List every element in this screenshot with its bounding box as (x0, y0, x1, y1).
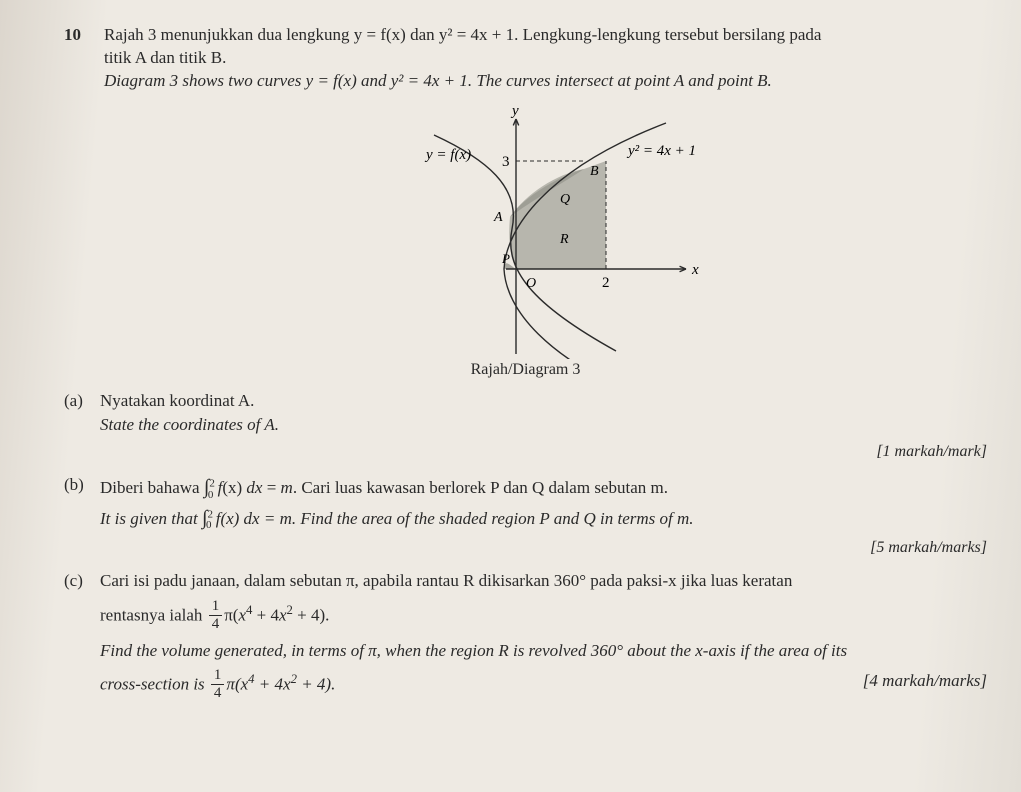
part-a-label: (a) (64, 389, 90, 463)
part-c: (c) Cari isi padu janaan, dalam sebutan … (64, 569, 987, 702)
part-a-ms: Nyatakan koordinat A. (100, 389, 987, 414)
part-c-en-2: cross-section is 14π(x4 + 4x2 + 4). [4 m… (100, 669, 987, 702)
part-b-marks: [5 markah/marks] (100, 536, 987, 559)
part-b-label: (b) (64, 473, 90, 559)
intro-ms-line1: Rajah 3 menunjukkan dua lengkung y = f(x… (104, 24, 987, 47)
diagram-caption: Rajah/Diagram 3 (471, 361, 581, 379)
part-b-en: It is given that ∫20 f(x) dx = m. Find t… (100, 504, 987, 534)
question-header: 10 Rajah 3 menunjukkan dua lengkung y = … (64, 24, 987, 93)
svg-text:R: R (559, 232, 569, 247)
diagram: 3 2 y = f(x) y² = 4x + 1 x y A B Q R P O (316, 99, 736, 359)
svg-text:B: B (590, 164, 599, 179)
part-a-text: Nyatakan koordinat A. State the coordina… (100, 389, 987, 463)
svg-text:y² = 4x + 1: y² = 4x + 1 (626, 143, 696, 159)
svg-text:x: x (691, 262, 699, 278)
svg-text:y = f(x): y = f(x) (424, 147, 471, 163)
svg-text:Q: Q (560, 192, 570, 207)
intro-en: Diagram 3 shows two curves y = f(x) and … (104, 70, 987, 93)
part-c-ms-2: rentasnya ialah 14π(x4 + 4x2 + 4). (100, 600, 987, 633)
svg-text:3: 3 (502, 154, 510, 170)
page: 10 Rajah 3 menunjukkan dua lengkung y = … (0, 0, 1021, 792)
part-c-marks: [4 markah/marks] (863, 669, 987, 694)
question-number: 10 (64, 24, 90, 93)
part-a-en: State the coordinates of A. (100, 413, 987, 438)
part-a-marks: [1 markah/mark] (100, 440, 987, 463)
svg-text:A: A (493, 210, 503, 225)
part-c-label: (c) (64, 569, 90, 702)
svg-text:2: 2 (602, 275, 610, 291)
part-b-ms: Diberi bahawa ∫20 f(x) dx = m. Cari luas… (100, 473, 987, 503)
part-c-text: Cari isi padu janaan, dalam sebutan π, a… (100, 569, 987, 702)
part-c-en-1: Find the volume generated, in terms of π… (100, 639, 987, 664)
part-b: (b) Diberi bahawa ∫20 f(x) dx = m. Cari … (64, 473, 987, 559)
intro-ms-line2: titik A dan titik B. (104, 47, 987, 70)
question-body: Rajah 3 menunjukkan dua lengkung y = f(x… (104, 24, 987, 93)
part-c-ms-1: Cari isi padu janaan, dalam sebutan π, a… (100, 569, 987, 594)
svg-text:y: y (510, 103, 519, 119)
svg-text:P: P (501, 251, 510, 266)
part-b-text: Diberi bahawa ∫20 f(x) dx = m. Cari luas… (100, 473, 987, 559)
svg-text:O: O (526, 276, 536, 291)
part-a: (a) Nyatakan koordinat A. State the coor… (64, 389, 987, 463)
diagram-wrap: 3 2 y = f(x) y² = 4x + 1 x y A B Q R P O Rajah/Diag… (64, 99, 987, 379)
